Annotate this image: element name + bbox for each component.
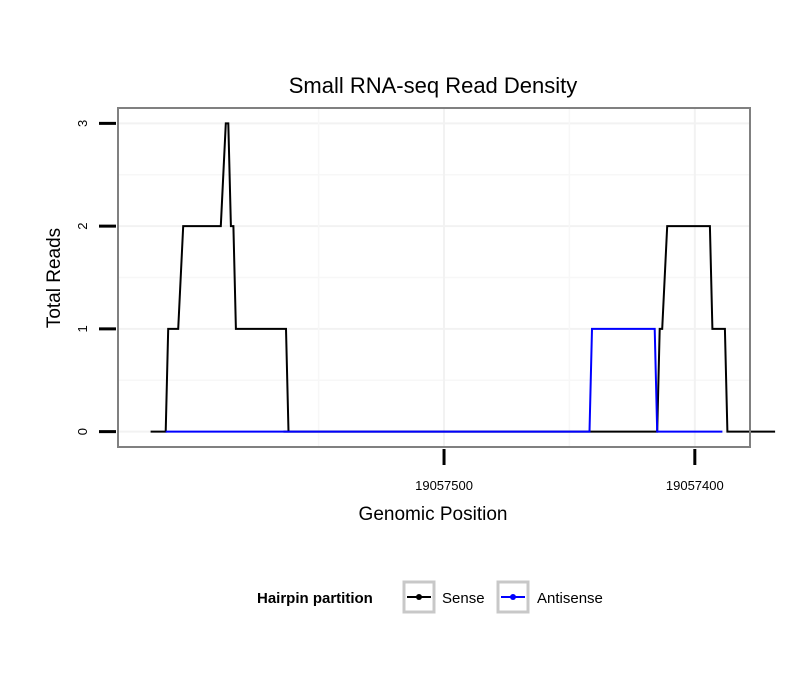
y-axis-title: Total Reads — [44, 228, 65, 328]
plot-panel — [117, 107, 776, 448]
legend-title: Hairpin partition — [257, 590, 373, 607]
y-tick-label: 3 — [75, 120, 90, 127]
legend-label-antisense: Antisense — [537, 590, 603, 607]
legend: Hairpin partition Sense Antisense — [257, 580, 603, 614]
y-tick-label: 2 — [75, 222, 90, 229]
y-axis: 0 1 2 3 — [75, 120, 116, 435]
chart-title: Small RNA-seq Read Density — [289, 73, 578, 98]
legend-marker-antisense — [510, 594, 516, 600]
y-tick-label: 1 — [75, 325, 90, 332]
legend-label-sense: Sense — [442, 590, 485, 607]
series-layer — [150, 122, 776, 433]
grid-lines — [118, 108, 750, 447]
y-tick-label: 0 — [75, 428, 90, 435]
x-axis: 19057500 19057400 — [415, 449, 724, 493]
legend-marker-sense — [416, 594, 422, 600]
legend-item-sense[interactable]: Sense — [402, 580, 485, 614]
legend-item-antisense[interactable]: Antisense — [496, 580, 603, 614]
x-axis-title: Genomic Position — [359, 504, 508, 525]
x-tick-label: 19057400 — [666, 478, 724, 493]
x-tick-label: 19057500 — [415, 478, 473, 493]
plot-panel-border — [117, 107, 751, 448]
series-line-antisense — [165, 327, 723, 433]
